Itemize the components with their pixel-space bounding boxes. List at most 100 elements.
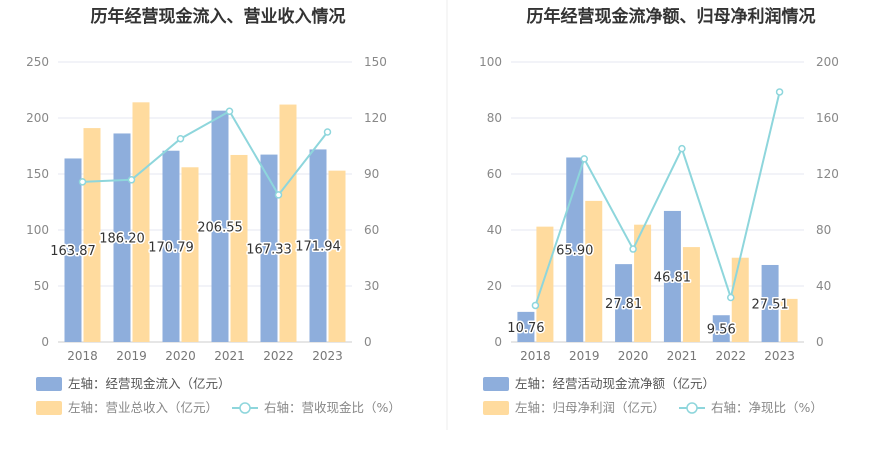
ratio-line-point — [775, 88, 784, 96]
bar-primary — [566, 157, 584, 342]
bar-data-label: 65.90 — [556, 244, 593, 259]
right-axis-tick-label: 60 — [364, 223, 379, 237]
chart-panel-cash-inflow-revenue: 历年经营现金流入、营业收入情况 0 0 50 30 100 60 150 90 200 120 250… — [26, 6, 401, 415]
bar-data-label: 170.79 — [148, 240, 194, 255]
bar-secondary — [328, 170, 346, 342]
legend-label-bar-secondary: 左轴：营业总收入（亿元） — [68, 400, 218, 415]
bar-secondary — [83, 128, 101, 342]
bar-data-label: 46.81 — [654, 270, 691, 285]
x-axis-tick-label: 2023 — [312, 349, 343, 363]
ratio-line-point — [727, 293, 735, 302]
legend-swatch-line-marker — [686, 402, 698, 414]
ratio-line — [534, 91, 781, 306]
right-axis-tick-label: 0 — [816, 335, 824, 349]
ratio-line — [82, 109, 329, 197]
bar-secondary — [634, 224, 652, 342]
ratio-line-point — [580, 155, 588, 163]
ratio-line-point — [225, 107, 234, 116]
right-axis-tick-label: 0 — [364, 335, 372, 349]
legend-swatch-bar-primary — [483, 377, 509, 391]
right-axis-tick-label: 80 — [816, 223, 831, 237]
x-axis-tick-label: 2021 — [667, 349, 698, 363]
legend-label-bar-primary: 左轴：经营活动现金流净额（亿元） — [515, 376, 715, 391]
left-axis-tick-label: 80 — [487, 111, 502, 125]
ratio-line-point — [176, 134, 185, 143]
bar-data-label: 206.55 — [197, 220, 243, 235]
legend-swatch-line-marker — [239, 402, 251, 414]
bar-primary — [64, 158, 82, 342]
left-axis-tick-label: 100 — [479, 55, 502, 69]
legend-swatch-bar-primary — [36, 377, 62, 391]
bar-primary — [712, 315, 730, 342]
right-axis-tick-label: 40 — [816, 279, 831, 293]
legend-swatch-bar-secondary — [483, 401, 509, 415]
bar-primary — [761, 264, 779, 342]
x-axis-tick-label: 2019 — [116, 349, 147, 363]
left-axis-tick-label: 150 — [26, 167, 49, 181]
right-axis-tick-label: 160 — [816, 111, 839, 125]
chart-title: 历年经营现金流净额、归母净利润情况 — [527, 6, 816, 27]
right-axis-tick-label: 200 — [816, 55, 839, 69]
x-axis-tick-label: 2018 — [67, 349, 98, 363]
x-axis-tick-label: 2018 — [520, 349, 551, 363]
x-axis-tick-label: 2022 — [715, 349, 746, 363]
legend-label-bar-primary: 左轴：经营现金流入（亿元） — [68, 376, 231, 391]
left-axis-tick-label: 100 — [26, 223, 49, 237]
x-axis-tick-label: 2021 — [214, 349, 245, 363]
bar-primary — [211, 110, 229, 342]
bar-data-label: 171.94 — [295, 240, 341, 255]
bar-secondary — [536, 226, 554, 342]
left-axis-tick-label: 20 — [487, 279, 502, 293]
bar-primary — [663, 210, 681, 342]
bar-data-label: 9.56 — [707, 323, 736, 338]
bar-secondary — [181, 167, 199, 342]
ratio-line-point — [531, 301, 540, 310]
bar-secondary — [780, 298, 798, 342]
bar-data-label: 167.33 — [246, 242, 292, 257]
bar-data-label: 10.76 — [507, 321, 544, 336]
ratio-line-point — [274, 191, 283, 199]
bar-secondary — [585, 200, 603, 342]
legend-swatch-bar-secondary — [36, 401, 62, 415]
bar-primary — [517, 311, 535, 342]
x-axis-tick-label: 2019 — [569, 349, 600, 363]
left-axis-tick-label: 40 — [487, 223, 502, 237]
x-axis-tick-label: 2020 — [165, 349, 196, 363]
bar-secondary — [279, 104, 297, 342]
right-axis-tick-label: 150 — [364, 55, 387, 69]
ratio-line-point — [78, 178, 87, 186]
chart-panel-net-cash-profit: 历年经营现金流净额、归母净利润情况 0 0 20 40 40 80 60 120 80 160 100… — [479, 6, 839, 415]
legend-label-line: 右轴：营收现金比（%） — [264, 400, 401, 415]
x-axis-tick-label: 2023 — [764, 349, 795, 363]
bar-primary — [260, 154, 278, 342]
left-axis-tick-label: 60 — [487, 167, 502, 181]
bar-primary — [113, 133, 131, 342]
bar-data-label: 27.81 — [605, 297, 642, 312]
x-axis-tick-label: 2020 — [618, 349, 649, 363]
right-axis-tick-label: 120 — [364, 111, 387, 125]
right-axis-tick-label: 120 — [816, 167, 839, 181]
left-axis-tick-label: 250 — [26, 55, 49, 69]
bar-data-label: 27.51 — [751, 297, 788, 312]
left-axis-tick-label: 200 — [26, 111, 49, 125]
bar-secondary — [230, 154, 248, 342]
left-axis-tick-label: 0 — [41, 335, 49, 349]
left-axis-tick-label: 50 — [34, 279, 49, 293]
bar-secondary — [682, 247, 700, 342]
legend-label-bar-secondary: 左轴：归母净利润（亿元） — [515, 400, 665, 415]
ratio-line-point — [127, 176, 136, 184]
bar-data-label: 186.20 — [99, 232, 145, 247]
bar-primary — [615, 264, 633, 342]
chart-title: 历年经营现金流入、营业收入情况 — [91, 6, 346, 27]
bar-primary — [309, 149, 327, 342]
ratio-line-point — [629, 245, 637, 253]
ratio-line-point — [323, 128, 332, 136]
bar-data-label: 163.87 — [50, 244, 96, 259]
bar-secondary — [132, 102, 150, 342]
right-axis-tick-label: 90 — [364, 167, 379, 181]
right-axis-tick-label: 30 — [364, 279, 379, 293]
ratio-line-point — [678, 144, 686, 153]
bar-primary — [162, 150, 180, 342]
